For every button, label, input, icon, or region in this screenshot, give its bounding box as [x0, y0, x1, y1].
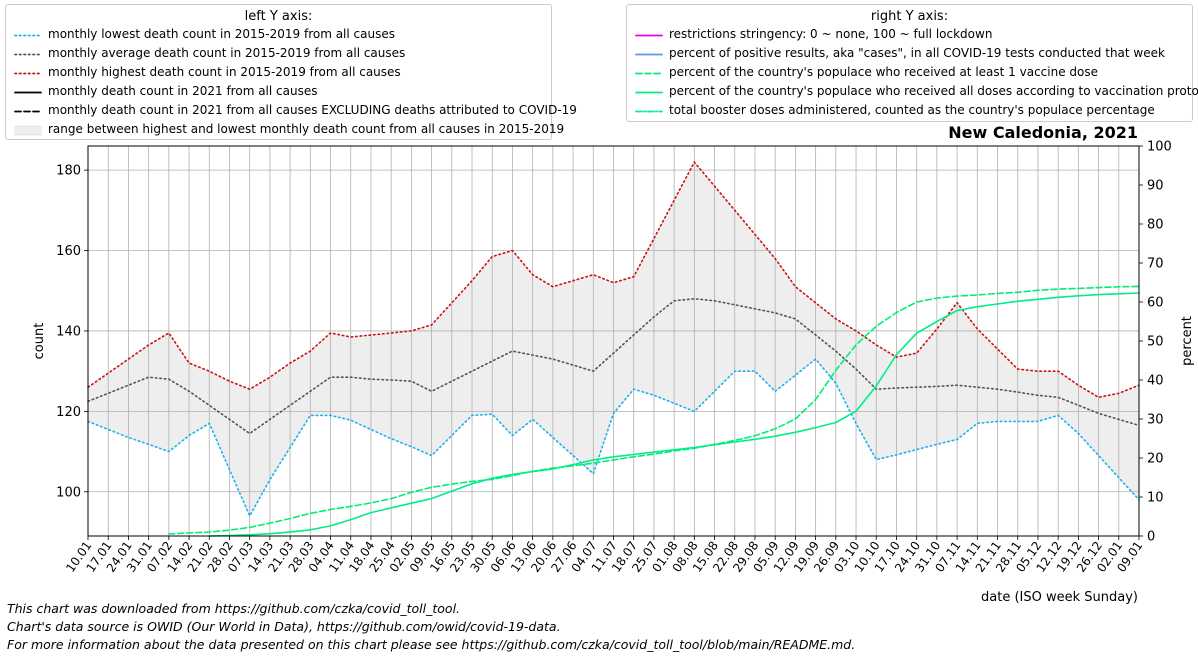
series-layer	[87, 161, 1140, 537]
legend-right-items: restrictions stringency: 0 ~ none, 100 ~…	[627, 26, 1198, 121]
series-line-0	[87, 358, 1140, 517]
legend-right-swatch-0	[635, 34, 663, 37]
y-tick-label-right: 10	[1147, 491, 1164, 506]
legend-left-label-5: range between highest and lowest monthly…	[48, 122, 565, 136]
legend-right-item-0: restrictions stringency: 0 ~ none, 100 ~…	[627, 26, 1192, 45]
y-tick-label-left: 100	[56, 485, 81, 500]
legend-left-item-2: monthly highest death count in 2015-2019…	[6, 64, 551, 83]
legend-right-label-3: percent of the country's populace who re…	[669, 84, 1198, 98]
chart-title: New Caledonia, 2021	[948, 123, 1138, 142]
legend-left-item-5: range between highest and lowest monthly…	[6, 121, 564, 140]
legend-left-title: left Y axis:	[244, 9, 313, 24]
legend-right-swatch-3	[635, 91, 663, 94]
legend-left-swatch-2	[14, 72, 42, 75]
legend-left-label-1: monthly average death count in 2015-2019…	[48, 46, 406, 60]
axis-layer: 10.0117.0124.0131.0107.0214.0221.0228.02…	[56, 140, 1172, 575]
y-tick-label-right: 0	[1147, 530, 1155, 545]
legend-right-swatch-2	[635, 72, 663, 75]
legend-right: right Y axis: restrictions stringency: 0…	[626, 4, 1198, 122]
legend-right-swatch-4	[635, 110, 663, 113]
legend-left-item-3: monthly death count in 2021 from all cau…	[6, 83, 551, 102]
legend-right-label-4: total booster doses administered, counte…	[669, 103, 1155, 117]
y-tick-label-right: 100	[1147, 140, 1172, 155]
series-line-3	[168, 285, 1140, 535]
series-line-1	[87, 298, 1140, 435]
y-tick-label-right: 90	[1147, 179, 1164, 194]
legend-right-label-2: percent of the country's populace who re…	[669, 65, 1098, 79]
y-tick-label-right: 20	[1147, 452, 1164, 467]
series-line-4	[208, 292, 1140, 537]
y-tick-label-left: 140	[56, 324, 81, 339]
legend-right-item-4: total booster doses administered, counte…	[627, 102, 1192, 121]
x-axis-label: date (ISO week Sunday)	[981, 590, 1138, 605]
series-line-2	[87, 161, 1140, 399]
grid-layer	[87, 146, 1140, 536]
legend-left-swatch-1	[14, 53, 42, 56]
legend-left-label-4: monthly death count in 2021 from all cau…	[48, 103, 577, 117]
footnote-download: This chart was downloaded from https://g…	[7, 601, 461, 616]
legend-left-swatch-3	[14, 91, 42, 94]
y-tick-label-left: 160	[56, 244, 81, 259]
legend-left-swatch-0	[14, 34, 42, 37]
y-tick-label-left: 120	[56, 405, 81, 420]
y-axis-label-left: count	[32, 323, 47, 360]
legend-right-swatch-1	[635, 53, 663, 56]
footnote-source: Chart's data source is OWID (Our World i…	[7, 619, 561, 634]
legend-right-item-1: percent of positive results, aka "cases"…	[627, 45, 1192, 64]
legend-left-label-2: monthly highest death count in 2015-2019…	[48, 65, 401, 79]
legend-right-item-3: percent of the country's populace who re…	[627, 83, 1198, 102]
y-tick-label-right: 60	[1147, 296, 1164, 311]
legend-left-label-3: monthly death count in 2021 from all cau…	[48, 84, 318, 98]
y-axis-label-right: percent	[1180, 316, 1195, 366]
y-tick-label-right: 30	[1147, 413, 1164, 428]
y-tick-label-right: 50	[1147, 335, 1164, 350]
y-tick-label-right: 70	[1147, 257, 1164, 272]
legend-left-item-1: monthly average death count in 2015-2019…	[6, 45, 551, 64]
legend-right-title: right Y axis:	[870, 9, 949, 24]
y-tick-label-left: 180	[56, 164, 81, 179]
footnote-readme: For more information about the data pres…	[7, 637, 856, 652]
legend-left-label-0: monthly lowest death count in 2015-2019 …	[48, 27, 395, 41]
legend-left-item-4: monthly death count in 2021 from all cau…	[6, 102, 577, 121]
legend-left: left Y axis: monthly lowest death count …	[5, 4, 577, 140]
legend-left-swatch-5	[14, 125, 42, 136]
legend-left-swatch-4	[14, 110, 42, 113]
legend-left-items: monthly lowest death count in 2015-2019 …	[6, 26, 577, 140]
legend-left-item-0: monthly lowest death count in 2015-2019 …	[6, 26, 551, 45]
y-tick-label-right: 40	[1147, 374, 1164, 389]
legend-right-label-0: restrictions stringency: 0 ~ none, 100 ~…	[669, 27, 993, 41]
legend-right-item-2: percent of the country's populace who re…	[627, 64, 1192, 83]
legend-right-label-1: percent of positive results, aka "cases"…	[669, 46, 1165, 60]
y-tick-label-right: 80	[1147, 218, 1164, 233]
